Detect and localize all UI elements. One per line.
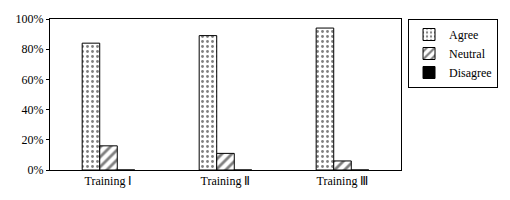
- svg-text:Agree: Agree: [449, 28, 478, 42]
- svg-text:80%: 80%: [22, 42, 44, 56]
- svg-text:60%: 60%: [22, 73, 44, 87]
- svg-text:100%: 100%: [16, 12, 44, 26]
- svg-text:Training Ⅰ: Training Ⅰ: [85, 174, 133, 188]
- svg-text:20%: 20%: [22, 133, 44, 147]
- svg-text:Disagree: Disagree: [449, 66, 492, 80]
- svg-text:Training Ⅲ: Training Ⅲ: [317, 174, 369, 188]
- svg-text:Training Ⅱ: Training Ⅱ: [201, 174, 251, 188]
- svg-text:0%: 0%: [28, 163, 44, 177]
- svg-text:40%: 40%: [22, 103, 44, 117]
- svg-text:Neutral: Neutral: [449, 47, 486, 61]
